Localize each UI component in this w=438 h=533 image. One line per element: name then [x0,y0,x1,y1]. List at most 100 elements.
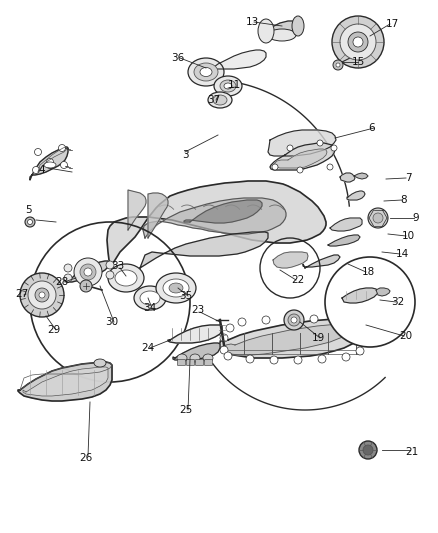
Circle shape [342,353,350,361]
Circle shape [60,161,67,168]
Polygon shape [270,143,335,170]
Polygon shape [347,191,365,200]
Polygon shape [23,367,108,396]
Circle shape [348,32,368,52]
Text: 28: 28 [55,277,69,287]
Circle shape [333,60,343,70]
Polygon shape [220,318,365,358]
Circle shape [35,288,49,302]
Polygon shape [268,130,336,156]
Circle shape [360,334,368,342]
Text: 17: 17 [385,19,399,29]
Text: 35: 35 [180,291,193,301]
Circle shape [220,334,228,342]
Polygon shape [107,181,326,268]
Circle shape [368,208,388,228]
Text: 22: 22 [291,275,304,285]
Circle shape [359,441,377,459]
FancyBboxPatch shape [195,359,204,366]
Text: 32: 32 [392,297,405,307]
Text: 6: 6 [369,123,375,133]
Circle shape [226,324,234,332]
Ellipse shape [44,162,56,168]
Circle shape [25,217,35,227]
Ellipse shape [224,83,232,89]
Circle shape [284,310,304,330]
Text: 15: 15 [351,57,364,67]
Text: 26: 26 [79,453,92,463]
Ellipse shape [108,264,144,292]
Polygon shape [266,21,298,36]
Circle shape [317,140,323,146]
Circle shape [340,24,376,60]
Polygon shape [143,198,286,238]
Polygon shape [273,252,308,268]
Circle shape [80,280,92,292]
Circle shape [291,317,297,323]
Circle shape [224,352,232,360]
Ellipse shape [208,92,232,108]
Polygon shape [173,343,220,360]
Circle shape [318,355,326,363]
Ellipse shape [177,354,187,362]
FancyBboxPatch shape [205,359,212,366]
Circle shape [325,257,415,347]
Text: 10: 10 [402,231,414,241]
Polygon shape [340,173,355,182]
Circle shape [80,264,96,280]
Ellipse shape [258,19,274,43]
Ellipse shape [203,354,213,362]
Text: 14: 14 [396,249,409,259]
Circle shape [262,316,270,324]
Circle shape [287,145,293,151]
Circle shape [20,273,64,317]
Polygon shape [274,149,327,168]
Circle shape [332,16,384,68]
Circle shape [39,292,45,298]
Ellipse shape [140,291,160,305]
Text: 23: 23 [191,305,205,315]
Polygon shape [208,50,266,70]
Text: 5: 5 [25,205,31,215]
Circle shape [35,149,42,156]
Circle shape [106,271,114,279]
Circle shape [356,319,364,327]
Ellipse shape [194,63,218,81]
Text: 24: 24 [141,343,155,353]
Ellipse shape [213,95,227,105]
Circle shape [336,63,340,67]
Text: 8: 8 [401,195,407,205]
Circle shape [297,167,303,173]
Polygon shape [376,288,390,296]
Circle shape [288,314,300,326]
Polygon shape [184,200,262,223]
Text: 25: 25 [180,405,193,415]
Text: 33: 33 [111,261,125,271]
Polygon shape [342,288,378,303]
Circle shape [106,261,114,269]
Ellipse shape [200,68,212,77]
Circle shape [28,220,32,224]
Circle shape [64,264,72,272]
Text: 27: 27 [15,289,28,299]
Polygon shape [148,193,168,238]
Circle shape [28,281,56,309]
Circle shape [272,164,278,170]
Circle shape [246,355,254,363]
Circle shape [353,37,363,47]
Circle shape [59,144,66,151]
Polygon shape [330,218,362,231]
Polygon shape [225,323,358,355]
Ellipse shape [220,80,236,92]
Text: 29: 29 [47,325,60,335]
Ellipse shape [188,58,224,86]
Polygon shape [66,261,109,282]
Text: 37: 37 [207,95,221,105]
Ellipse shape [163,279,189,297]
Ellipse shape [169,283,183,293]
Ellipse shape [214,76,242,96]
Ellipse shape [190,354,200,362]
Ellipse shape [115,270,137,286]
Text: 13: 13 [245,17,258,27]
Text: 34: 34 [143,303,157,313]
